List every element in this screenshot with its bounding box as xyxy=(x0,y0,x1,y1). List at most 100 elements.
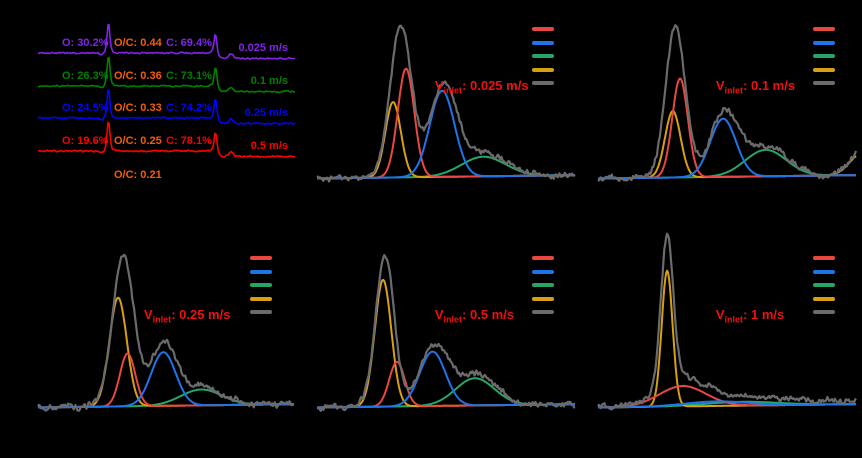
legend xyxy=(249,256,272,315)
envelope-component-curve xyxy=(37,253,295,412)
c1s-panel-0.1: Vinlet: 0.1 m/s xyxy=(581,0,862,229)
legend xyxy=(532,256,555,315)
legend-entry xyxy=(532,296,555,301)
c1s-panel-0.5: Vinlet: 0.5 m/s xyxy=(300,229,581,458)
oc-ratio-label-extra: O/C: 0.21 xyxy=(114,169,162,181)
legend-line-swatch xyxy=(532,27,555,32)
c1s-panel-0.25: Vinlet: 0.25 m/s xyxy=(0,229,300,458)
vinlet-label: Vinlet: 0.5 m/s xyxy=(434,306,515,325)
legend-entry xyxy=(813,283,836,288)
vinlet-label: Vinlet: 1 m/s xyxy=(715,306,785,325)
legend-line-swatch xyxy=(249,256,272,261)
legend-entry xyxy=(532,269,555,274)
o-percent-label: O: 30.2% xyxy=(62,37,109,49)
legend-entry xyxy=(532,81,555,86)
legend-line-swatch xyxy=(813,269,836,274)
c1s-panel-0.025: Vinlet: 0.025 m/s xyxy=(300,0,581,229)
legend-line-swatch xyxy=(532,81,555,86)
legend-line-swatch xyxy=(249,310,272,315)
envelope-component-curve xyxy=(597,24,858,182)
oc-ratio-label: O/C: 0.25 xyxy=(114,135,162,147)
o-percent-label: O: 26.3% xyxy=(62,70,109,82)
legend xyxy=(813,27,836,86)
legend-entry xyxy=(532,310,555,315)
c-percent-label: C: 69.4% xyxy=(166,37,212,49)
envelope-component-curve xyxy=(597,232,857,411)
o-percent-label: O: 24.5% xyxy=(62,102,109,114)
legend-entry xyxy=(249,310,272,315)
legend-entry xyxy=(813,27,836,32)
flow-speed-label: 0.025 m/s xyxy=(238,42,288,54)
c1s-deconvolution-plot xyxy=(316,254,576,412)
survey-trace xyxy=(37,23,296,61)
legend-entry xyxy=(532,40,555,45)
vinlet-label: Vinlet: 0.025 m/s xyxy=(434,77,529,96)
legend-entry xyxy=(813,67,836,72)
legend-line-swatch xyxy=(532,269,555,274)
legend-line-swatch xyxy=(813,40,836,45)
c-percent-label: C: 73.1% xyxy=(166,70,212,82)
c-percent-label: C: 74.2% xyxy=(166,102,212,114)
legend-line-swatch xyxy=(532,67,555,72)
survey-trace xyxy=(37,56,295,94)
legend-entry xyxy=(813,269,836,274)
blue-component-curve xyxy=(37,351,295,409)
oc-ratio-label: O/C: 0.44 xyxy=(114,37,162,49)
legend-line-swatch xyxy=(813,283,836,288)
legend-line-swatch xyxy=(813,256,836,261)
blue-component-curve xyxy=(597,117,857,180)
legend-line-swatch xyxy=(532,54,555,59)
legend-entry xyxy=(813,40,836,45)
flow-speed-label: 0.1 m/s xyxy=(250,75,288,87)
legend xyxy=(532,27,555,86)
envelope-component-curve xyxy=(316,254,576,412)
red-component-curve xyxy=(316,360,576,409)
legend-entry xyxy=(813,296,836,301)
legend-line-swatch xyxy=(532,256,555,261)
legend-line-swatch xyxy=(813,310,836,315)
vinlet-label: Vinlet: 0.25 m/s xyxy=(144,306,231,325)
o-percent-label: O: 19.6% xyxy=(62,135,109,147)
c1s-deconvolution-plot xyxy=(37,253,295,412)
legend-line-swatch xyxy=(532,296,555,301)
legend-line-swatch xyxy=(813,67,836,72)
legend-line-swatch xyxy=(813,296,836,301)
blue-component-curve xyxy=(316,89,576,180)
red-component-curve xyxy=(37,352,295,409)
legend-line-swatch xyxy=(813,81,836,86)
c1s-deconvolution-plot xyxy=(597,232,857,411)
blue-component-curve xyxy=(316,350,576,409)
c1s-deconvolution-plot xyxy=(316,24,576,183)
legend-line-swatch xyxy=(249,283,272,288)
c1s-deconvolution-plot xyxy=(597,24,858,182)
legend-line-swatch xyxy=(532,283,555,288)
oc-ratio-label: O/C: 0.36 xyxy=(114,70,162,82)
legend-line-swatch xyxy=(249,269,272,274)
legend-line-swatch xyxy=(813,27,836,32)
oc-ratio-label: O/C: 0.33 xyxy=(114,102,162,114)
survey-panel: O: 30.2% O/C: 0.44 C: 69.4% 0.025 m/s O:… xyxy=(0,0,300,229)
legend-line-swatch xyxy=(532,40,555,45)
legend-entry xyxy=(813,54,836,59)
legend-entry xyxy=(813,310,836,315)
legend xyxy=(813,256,836,315)
legend-entry xyxy=(249,283,272,288)
flow-speed-label: 0.5 m/s xyxy=(250,140,288,152)
flow-speed-label: 0.25 m/s xyxy=(244,107,288,119)
legend-entry xyxy=(532,256,555,261)
blue-component-curve xyxy=(597,400,857,409)
legend-entry xyxy=(813,256,836,261)
gold-component-curve xyxy=(316,101,576,180)
legend-entry xyxy=(532,283,555,288)
legend-entry xyxy=(249,296,272,301)
c1s-panel-1: Vinlet: 1 m/s xyxy=(581,229,862,458)
legend-entry xyxy=(532,67,555,72)
legend-entry xyxy=(532,54,555,59)
legend-entry xyxy=(249,256,272,261)
vinlet-label: Vinlet: 0.1 m/s xyxy=(715,77,796,96)
survey-spectra-plot xyxy=(37,23,296,159)
legend-line-swatch xyxy=(532,310,555,315)
legend-entry xyxy=(249,269,272,274)
survey-trace xyxy=(37,89,296,126)
